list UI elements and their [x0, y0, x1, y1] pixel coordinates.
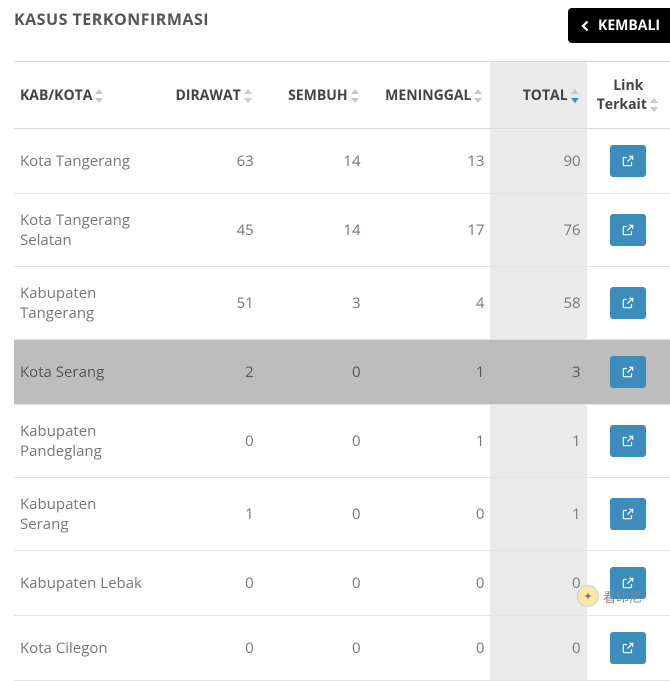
cell-deaths: 1 [367, 405, 491, 478]
watermark: ✦ 看印尼 [577, 585, 642, 607]
back-button[interactable]: KEMBALI [568, 8, 670, 43]
cell-link [587, 616, 670, 681]
cell-link [587, 267, 670, 340]
external-link-button[interactable] [610, 356, 646, 388]
cell-deaths: 0 [367, 616, 491, 681]
cell-link [587, 478, 670, 551]
cell-deaths: 17 [367, 194, 491, 267]
table-row[interactable]: Kota Serang2013 [14, 340, 670, 405]
cell-recovered: 0 [260, 616, 367, 681]
cell-treated: 0 [153, 405, 260, 478]
table-row[interactable]: Kota Cilegon0000 [14, 616, 670, 681]
table-row[interactable]: Kabupaten Serang1001 [14, 478, 670, 551]
cell-region: Kota Cilegon [14, 616, 153, 681]
watermark-icon: ✦ [577, 585, 599, 607]
cell-region: Kabupaten Serang [14, 478, 153, 551]
cell-deaths: 0 [367, 478, 491, 551]
col-header-recovered[interactable]: SEMBUH [260, 62, 367, 129]
cell-treated: 2 [153, 340, 260, 405]
cell-total: 0 [490, 551, 586, 616]
sort-icon [650, 98, 660, 112]
cell-deaths: 1 [367, 340, 491, 405]
cell-link [587, 194, 670, 267]
cell-treated: 63 [153, 129, 260, 194]
external-link-button[interactable] [610, 425, 646, 457]
cell-recovered: 0 [260, 405, 367, 478]
external-link-button[interactable] [610, 498, 646, 530]
table-row[interactable]: Kabupaten Tangerang513458 [14, 267, 670, 340]
col-header-link[interactable]: Link Terkait [587, 62, 670, 129]
cell-treated: 0 [153, 551, 260, 616]
sort-icon [95, 89, 105, 103]
external-link-button[interactable] [610, 632, 646, 664]
page-title: KASUS TERKONFIRMASI [14, 8, 209, 30]
cell-link [587, 340, 670, 405]
cell-treated: 0 [153, 616, 260, 681]
table-row[interactable]: Kota Tangerang Selatan45141776 [14, 194, 670, 267]
cell-total: 3 [490, 340, 586, 405]
external-link-button[interactable] [610, 214, 646, 246]
cases-table: KAB/KOTA DIRAWAT SEMBUH MENINGGAL TOTAL … [14, 61, 670, 681]
cell-deaths: 13 [367, 129, 491, 194]
external-link-button[interactable] [610, 287, 646, 319]
cell-region: Kabupaten Lebak [14, 551, 153, 616]
sort-icon-active [571, 89, 581, 103]
cell-total: 90 [490, 129, 586, 194]
sort-icon [351, 89, 361, 103]
watermark-text: 看印尼 [603, 587, 642, 606]
cell-region: Kabupaten Tangerang [14, 267, 153, 340]
col-header-total[interactable]: TOTAL [490, 62, 586, 129]
cell-region: Kabupaten Pandeglang [14, 405, 153, 478]
table-row[interactable]: Kabupaten Pandeglang0011 [14, 405, 670, 478]
col-header-region[interactable]: KAB/KOTA [14, 62, 153, 129]
external-link-button[interactable] [610, 145, 646, 177]
table-header-row: KAB/KOTA DIRAWAT SEMBUH MENINGGAL TOTAL … [14, 62, 670, 129]
cell-treated: 1 [153, 478, 260, 551]
cell-recovered: 0 [260, 340, 367, 405]
arrow-left-icon [580, 20, 592, 32]
cell-total: 1 [490, 405, 586, 478]
cell-recovered: 0 [260, 478, 367, 551]
cell-link [587, 129, 670, 194]
col-header-treated[interactable]: DIRAWAT [153, 62, 260, 129]
cell-total: 0 [490, 616, 586, 681]
cell-region: Kota Serang [14, 340, 153, 405]
cell-total: 1 [490, 478, 586, 551]
sort-icon [474, 89, 484, 103]
cell-treated: 45 [153, 194, 260, 267]
table-row[interactable]: Kota Tangerang63141390 [14, 129, 670, 194]
cell-recovered: 14 [260, 194, 367, 267]
sort-icon [244, 89, 254, 103]
back-button-label: KEMBALI [598, 16, 660, 35]
cell-region: Kota Tangerang [14, 129, 153, 194]
cell-total: 76 [490, 194, 586, 267]
table-row[interactable]: Kabupaten Lebak0000 [14, 551, 670, 616]
cell-region: Kota Tangerang Selatan [14, 194, 153, 267]
cell-recovered: 3 [260, 267, 367, 340]
cell-recovered: 0 [260, 551, 367, 616]
cell-deaths: 4 [367, 267, 491, 340]
col-header-deaths[interactable]: MENINGGAL [367, 62, 491, 129]
cell-total: 58 [490, 267, 586, 340]
cell-recovered: 14 [260, 129, 367, 194]
cell-link [587, 405, 670, 478]
cell-treated: 51 [153, 267, 260, 340]
cell-deaths: 0 [367, 551, 491, 616]
